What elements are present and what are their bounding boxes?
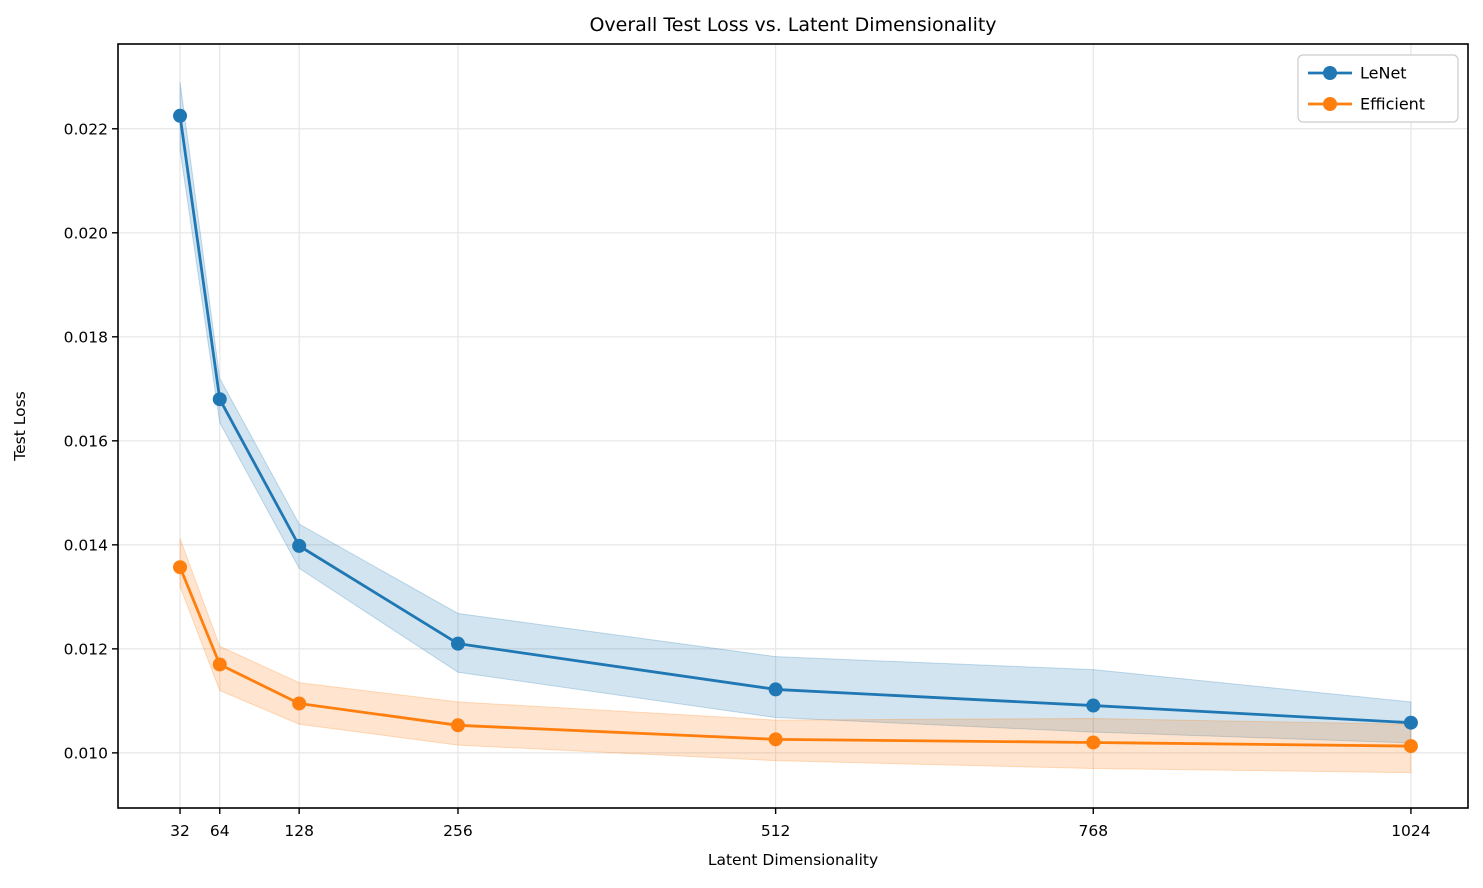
- series-line-lenet: [178, 115, 1411, 725]
- data-point-efficient: [768, 732, 783, 747]
- confidence-band-lenet: [179, 81, 1412, 744]
- axes-layer: 32 64 128 256 512 768 1024 0.010 0.012 0.014 0.016…: [64, 43, 1469, 840]
- data-point-lenet: [768, 682, 783, 697]
- y-tick-label: 0.012: [64, 640, 108, 658]
- x-tick-label: 512: [761, 822, 791, 840]
- legend-label: LeNet: [1360, 64, 1407, 83]
- y-tick-label: 0.022: [64, 120, 108, 138]
- legend-marker: [1323, 66, 1337, 80]
- data-point-efficient: [173, 560, 188, 575]
- chart-title: Overall Test Loss vs. Latent Dimensional…: [589, 14, 996, 36]
- data-point-efficient: [1086, 735, 1101, 750]
- confidence-band-efficient: [179, 538, 1412, 774]
- plot-border: [117, 43, 1469, 809]
- data-point-lenet: [1403, 715, 1418, 730]
- data-point-lenet: [212, 392, 227, 407]
- y-tick-label: 0.020: [64, 224, 108, 242]
- data-point-efficient: [450, 718, 465, 733]
- x-tick-label: 64: [210, 822, 230, 840]
- x-tick-label: 1024: [1391, 822, 1430, 840]
- x-tick-label: 128: [284, 822, 314, 840]
- legend-label: Efficient: [1360, 95, 1425, 114]
- grid-layer: [118, 44, 1468, 808]
- data-point-lenet: [173, 108, 188, 123]
- y-tick-label: 0.018: [64, 328, 108, 346]
- data-point-lenet: [450, 636, 465, 651]
- data-point-efficient: [292, 696, 307, 711]
- data-point-lenet: [292, 538, 307, 553]
- y-tick-label: 0.014: [64, 536, 108, 554]
- legend: LeNet Efficient: [1297, 54, 1459, 123]
- legend-marker: [1323, 97, 1337, 111]
- x-tick-label: 256: [443, 822, 473, 840]
- data-point-efficient: [212, 657, 227, 672]
- y-tick-label: 0.010: [64, 744, 108, 762]
- data-point-lenet: [1086, 698, 1101, 713]
- x-tick-label: 768: [1078, 822, 1108, 840]
- y-axis-label: Test Loss: [11, 391, 29, 461]
- y-tick-label: 0.016: [64, 432, 108, 450]
- series-lines-layer: [173, 108, 1418, 754]
- x-axis-label: Latent Dimensionality: [708, 851, 878, 869]
- confidence-bands-layer: [179, 81, 1412, 774]
- data-point-efficient: [1403, 739, 1418, 754]
- x-tick-label: 32: [170, 822, 190, 840]
